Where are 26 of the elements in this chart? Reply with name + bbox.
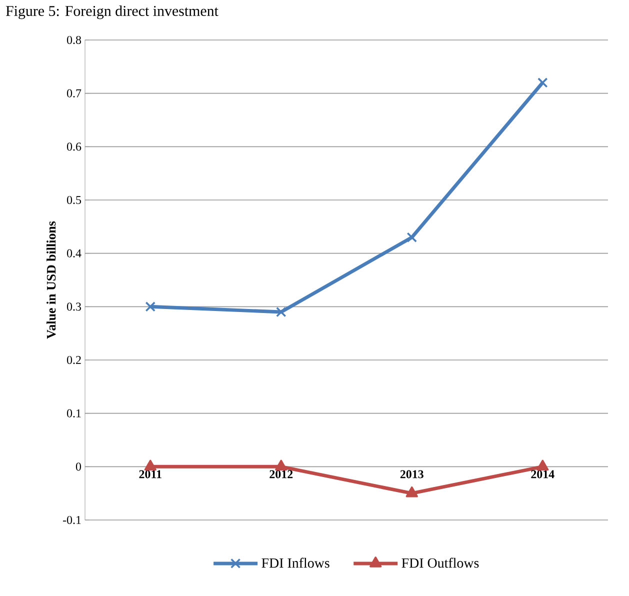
point — [536, 460, 549, 471]
point — [406, 486, 418, 498]
point — [145, 302, 156, 312]
x-tick-label: 2013 — [400, 470, 424, 478]
x-tick-label: 2011 — [139, 470, 162, 478]
y-tick-label: -0.1 — [62, 516, 81, 524]
y-tick-label: 0.2 — [66, 356, 81, 364]
y-tick-label: 0.4 — [66, 249, 82, 258]
legend-label: FDI Outflows — [402, 558, 479, 568]
point — [275, 460, 288, 471]
point — [144, 460, 156, 471]
point — [538, 78, 548, 88]
point — [406, 232, 418, 242]
y-tick-label: 0.5 — [66, 196, 82, 204]
chart-title: Figure 5: Foreign direct investment — [6, 6, 218, 20]
y-tick-label: 0.6 — [66, 142, 82, 151]
point — [276, 306, 286, 318]
x-tick-label: 2012 — [270, 470, 293, 478]
y-tick-label: 0.1 — [66, 409, 81, 418]
y-axis-title: Value in USD billions — [46, 221, 56, 339]
x-tick-label: 2014 — [531, 470, 554, 478]
y-tick-label: 0.7 — [66, 89, 82, 98]
legend-label: FDI Inflows — [262, 558, 330, 568]
y-tick-label: 0.3 — [66, 302, 82, 311]
y-tick-label: 0 — [76, 462, 82, 471]
y-tick-label: 0.8 — [66, 36, 82, 44]
